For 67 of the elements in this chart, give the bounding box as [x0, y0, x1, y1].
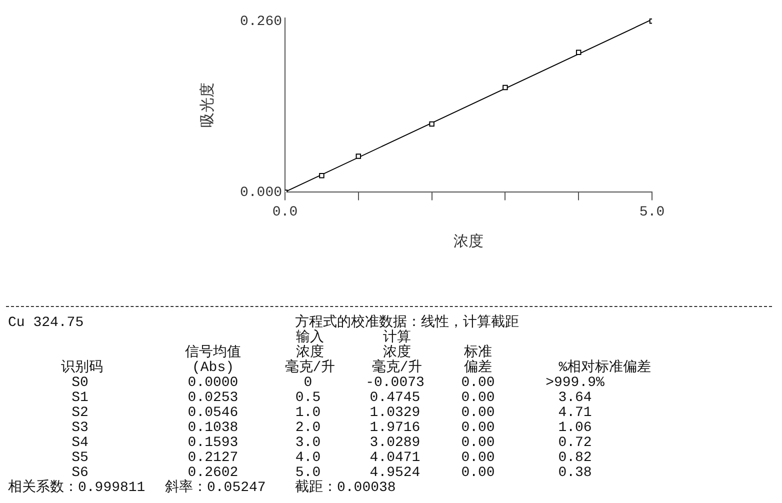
- text: 0.1038: [188, 420, 238, 436]
- text: 斜率：0.05247: [165, 480, 266, 496]
- text: 浓度: [296, 345, 324, 361]
- text: 方程式的校准数据：线性，计算截距: [295, 315, 519, 331]
- x-axis-title: 浓度: [454, 232, 484, 251]
- text: S4: [72, 435, 88, 451]
- text: 毫克/升: [372, 360, 422, 376]
- text: 0.0546: [188, 405, 238, 421]
- text: 0.00: [461, 375, 495, 391]
- text: 毫克/升: [284, 360, 336, 376]
- point: [502, 84, 508, 90]
- text: 标准: [464, 345, 492, 361]
- text: >999.9%: [546, 375, 604, 391]
- text: 0.4745: [370, 390, 420, 406]
- text: 0.38: [558, 465, 592, 481]
- text: 信号均值: [185, 345, 241, 361]
- text: 1.9716: [370, 420, 420, 436]
- y-axis-title: 吸光度: [198, 82, 217, 128]
- text: 0.5: [295, 390, 321, 406]
- text: 浓度: [383, 345, 411, 361]
- y-tick-label: 0.000: [240, 184, 282, 201]
- text: 0.00: [461, 450, 495, 466]
- text: 5.0: [295, 465, 321, 481]
- text: 3.0: [295, 435, 321, 451]
- text: S0: [72, 375, 88, 391]
- text: 1.06: [558, 420, 592, 436]
- y-tick-label: 0.260: [240, 14, 282, 30]
- text: 3.0289: [370, 435, 420, 451]
- text: 0.00: [461, 435, 495, 451]
- x-tick-label: 0.0: [272, 204, 298, 220]
- text: 1.0: [295, 405, 321, 421]
- text: 0: [304, 375, 312, 391]
- text: S3: [72, 420, 88, 436]
- point: [356, 154, 362, 159]
- text: 0.0253: [188, 390, 238, 406]
- text: 4.0: [295, 450, 321, 466]
- text: 偏差: [464, 360, 492, 376]
- text: 4.9524: [370, 465, 420, 481]
- text: 0.1593: [188, 435, 238, 451]
- text: 0.00: [461, 420, 495, 436]
- point: [576, 50, 582, 55]
- text: 4.0471: [370, 450, 420, 466]
- text: 0.2127: [188, 450, 238, 466]
- text: 3.64: [558, 390, 592, 406]
- text: 识别码: [61, 360, 103, 376]
- text: 0.72: [558, 435, 592, 451]
- text: S1: [72, 390, 88, 406]
- text: S6: [72, 465, 88, 481]
- text: 4.71: [558, 405, 592, 421]
- text: Cu 324.75: [8, 315, 84, 331]
- text: 截距：0.00038: [295, 480, 396, 496]
- text: %相对标准偏差: [558, 360, 652, 376]
- text: 1.0329: [370, 405, 420, 421]
- text: 0.00: [461, 390, 495, 406]
- text: 0.82: [558, 450, 592, 466]
- point: [319, 172, 324, 178]
- text: 0.00: [461, 405, 495, 421]
- text: 相关系数：0.999811: [8, 480, 146, 496]
- text: 0.2602: [188, 465, 238, 481]
- text: 2.0: [295, 420, 321, 436]
- text: S2: [72, 405, 88, 421]
- text: -0.0073: [366, 375, 424, 391]
- text: 0.0000: [188, 375, 238, 391]
- text: S5: [72, 450, 88, 466]
- text: 0.00: [461, 465, 495, 481]
- point: [429, 121, 434, 127]
- text: (Abs): [192, 360, 234, 376]
